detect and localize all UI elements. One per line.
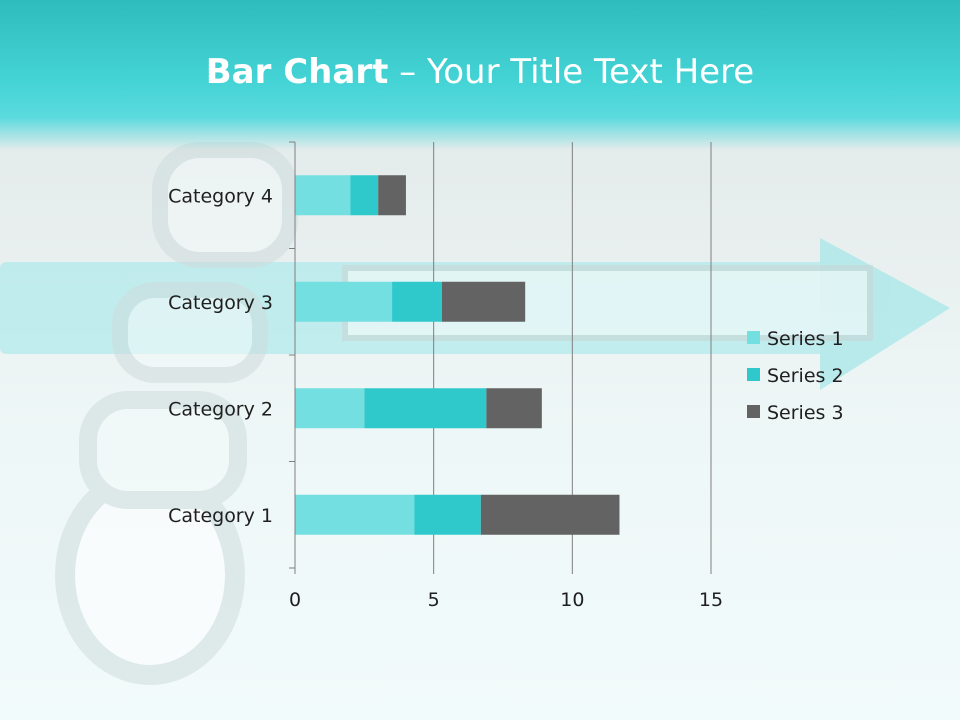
bar-2-3 [392,281,442,322]
legend-label: Series 3 [767,402,844,424]
x-tick-label: 15 [699,589,723,611]
x-tick-label: 0 [289,589,301,611]
category-label: Category 4 [168,185,273,207]
bar-1-2 [295,388,365,429]
bar-3-2 [486,388,542,429]
background-word-obstacle [55,142,298,685]
legend-swatch [747,331,760,344]
legend-label: Series 1 [767,328,844,350]
category-label: Category 3 [168,292,273,314]
x-tick-label: 10 [560,589,584,611]
title-bold: Bar Chart [205,52,389,92]
slide-title: Bar Chart – Your Title Text Here [0,52,960,92]
bar-2-1 [414,494,481,535]
axes [289,141,712,574]
category-label: Category 1 [168,505,273,527]
title-rest: – Your Title Text Here [388,52,755,92]
bar-1-1 [295,494,415,535]
bar-3-4 [378,175,406,216]
bar-2-2 [364,388,487,429]
bar-2-4 [350,175,379,216]
title-band [0,0,960,150]
bars [295,175,620,535]
x-tick-label: 5 [428,589,440,611]
legend-swatch [747,405,760,418]
legend-swatch [747,368,760,381]
bar-3-1 [480,494,620,535]
category-label: Category 2 [168,398,273,420]
bar-3-3 [441,281,526,322]
legend-label: Series 2 [767,365,844,387]
bar-1-3 [295,281,393,322]
legend: Series 1 Series 2 Series 3 [747,328,844,424]
bar-1-4 [295,175,351,216]
labels: 0 5 10 15 Category 1 Category 2 Category 3 Cate… [168,185,723,611]
